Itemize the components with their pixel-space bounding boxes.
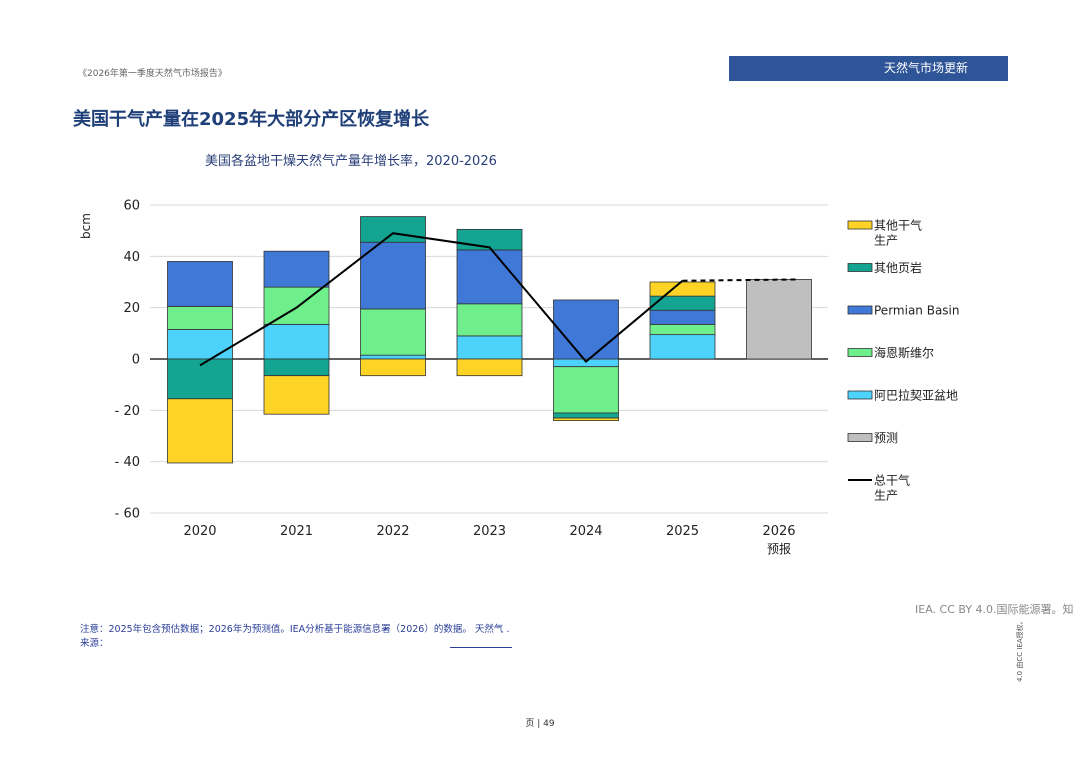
chart-title: 美国各盆地干燥天然气产量年增长率，2020-2026	[205, 154, 497, 169]
bar-segment	[746, 279, 812, 360]
bar-segment	[167, 261, 233, 307]
y-tick-label: 60	[123, 199, 140, 214]
legend-swatch	[847, 348, 873, 357]
x-tick-label: 2021	[280, 524, 313, 539]
bar-segment	[360, 354, 426, 360]
total-line-forecast	[682, 278, 800, 282]
y-tick-label: 40	[123, 250, 140, 265]
license-credit: IEA. CC BY 4.0.国际能源署。知	[915, 603, 1074, 616]
legend-swatch	[847, 220, 873, 230]
page-heading: 美国干气产量在2025年大部分产区恢复增长	[73, 109, 430, 130]
x-tick-label: 2020	[183, 524, 216, 539]
bar-segment	[553, 412, 619, 419]
legend-label: 总干气	[874, 473, 910, 488]
bar-segment	[456, 335, 523, 360]
legend-label: 预测	[874, 431, 898, 445]
bar-segment	[263, 286, 330, 325]
source-link-underline[interactable]	[450, 647, 512, 648]
y-tick-label: 20	[123, 301, 140, 316]
report-title: 《2026年第一季度天然气市场报告》	[78, 69, 227, 79]
legend-label: 生产	[874, 234, 898, 248]
stacked-bar-chart: 60 40 20 0 - 20 - 40 - 60 bcm 2020 2021 2022 2023 20…	[79, 199, 960, 557]
legend-label: 海恩斯维尔	[874, 345, 934, 360]
chart-note: 注意：2025年包含预估数据；2026年为预测值。IEA分析基于能源信息署（20…	[80, 624, 510, 649]
x-tick-label: 2025	[666, 524, 699, 539]
bar-segment	[360, 216, 426, 243]
bar-segment	[456, 303, 523, 337]
bar-segment	[649, 334, 716, 360]
bar-segment	[167, 358, 233, 400]
bar-segment	[649, 323, 716, 336]
y-tick-label: 0	[132, 353, 140, 368]
bar-segment	[263, 323, 330, 360]
bar-segment	[553, 299, 619, 360]
y-axis-label: bcm	[79, 213, 93, 239]
x-tick-label: 2026	[762, 524, 795, 539]
legend-label: 其他页岩	[874, 260, 922, 275]
x-tick-sublabel: 预报	[767, 541, 791, 556]
legend-swatch	[847, 305, 873, 315]
legend-label: 生产	[874, 489, 898, 503]
legend-swatch	[847, 433, 873, 442]
bar-segment	[167, 305, 233, 330]
legend-swatch	[847, 390, 873, 400]
bar-segment	[167, 398, 233, 464]
bar-segment	[553, 366, 619, 414]
legend-label: 其他干气	[874, 218, 922, 233]
bar-segment	[360, 308, 426, 356]
bar-segment	[456, 249, 523, 305]
legend-label: Permian Basin	[874, 304, 960, 318]
page-number: 页 | 49	[525, 719, 555, 729]
legend-label: 阿巴拉契亚盆地	[874, 388, 958, 403]
bar-segment	[263, 358, 330, 377]
bar-segment	[263, 250, 330, 288]
y-tick-label: - 60	[115, 507, 140, 522]
bar-segment	[649, 295, 716, 311]
bar-segment	[456, 358, 523, 377]
total-line	[199, 232, 684, 367]
bar-segment	[649, 281, 716, 297]
y-tick-label: - 20	[115, 404, 140, 419]
bar-segment	[553, 417, 619, 421]
bar-segment	[360, 358, 426, 377]
bar-segment	[167, 329, 233, 360]
y-tick-label: - 40	[115, 455, 140, 470]
legend-swatch	[847, 263, 873, 272]
bar-segment	[263, 375, 330, 415]
side-license-note: 4.0 由CC IEA授权。	[1016, 617, 1024, 682]
section-banner: 天然气市场更新	[729, 56, 1008, 81]
x-tick-label: 2022	[376, 524, 409, 539]
x-tick-label: 2024	[569, 524, 602, 539]
bar-segment	[360, 241, 426, 310]
x-tick-label: 2023	[473, 524, 506, 539]
bar-segment	[649, 309, 716, 325]
